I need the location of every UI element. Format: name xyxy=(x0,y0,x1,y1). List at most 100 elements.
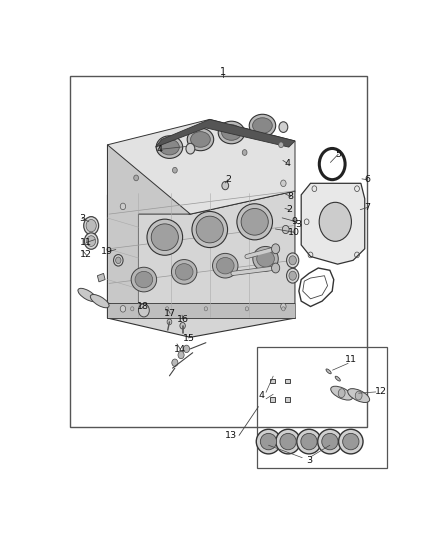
Circle shape xyxy=(113,255,123,266)
Bar xyxy=(70,76,367,427)
Ellipse shape xyxy=(159,139,179,155)
Ellipse shape xyxy=(326,369,331,374)
Circle shape xyxy=(87,236,95,246)
Text: 7: 7 xyxy=(364,203,370,212)
Bar xyxy=(270,397,275,402)
Circle shape xyxy=(172,359,178,366)
Circle shape xyxy=(120,305,126,312)
Ellipse shape xyxy=(280,433,296,450)
Circle shape xyxy=(86,220,96,232)
Circle shape xyxy=(283,225,289,233)
Ellipse shape xyxy=(191,132,210,147)
Circle shape xyxy=(180,322,185,329)
Text: 13: 13 xyxy=(225,431,237,440)
Polygon shape xyxy=(97,273,105,282)
Bar xyxy=(270,378,275,383)
Circle shape xyxy=(173,167,177,173)
Ellipse shape xyxy=(171,260,197,284)
Text: 12: 12 xyxy=(375,387,387,397)
Ellipse shape xyxy=(237,204,272,240)
Ellipse shape xyxy=(216,257,234,274)
Circle shape xyxy=(178,351,184,359)
Circle shape xyxy=(279,122,288,132)
Circle shape xyxy=(186,143,195,154)
Ellipse shape xyxy=(297,429,321,454)
Ellipse shape xyxy=(131,267,157,292)
Circle shape xyxy=(184,345,190,352)
Circle shape xyxy=(85,233,98,249)
Circle shape xyxy=(167,319,172,325)
Text: 17: 17 xyxy=(164,309,176,318)
Circle shape xyxy=(282,307,285,311)
Ellipse shape xyxy=(253,246,278,271)
Circle shape xyxy=(272,244,280,254)
Circle shape xyxy=(222,182,229,190)
Ellipse shape xyxy=(256,429,281,454)
Circle shape xyxy=(116,257,121,264)
Ellipse shape xyxy=(319,203,351,241)
Ellipse shape xyxy=(348,389,370,402)
Ellipse shape xyxy=(192,212,228,247)
Text: 2: 2 xyxy=(225,175,231,184)
Circle shape xyxy=(166,307,169,311)
Ellipse shape xyxy=(276,429,300,454)
Polygon shape xyxy=(155,119,295,147)
Circle shape xyxy=(281,180,286,187)
Circle shape xyxy=(289,271,297,280)
Circle shape xyxy=(289,256,297,265)
Ellipse shape xyxy=(260,433,277,450)
Circle shape xyxy=(286,253,299,268)
Ellipse shape xyxy=(212,253,238,278)
Text: 4: 4 xyxy=(157,145,163,154)
Text: 15: 15 xyxy=(183,334,195,343)
Ellipse shape xyxy=(339,429,363,454)
Ellipse shape xyxy=(241,208,268,235)
Text: 1: 1 xyxy=(220,67,226,77)
Ellipse shape xyxy=(301,433,317,450)
Text: 11: 11 xyxy=(80,238,92,247)
Ellipse shape xyxy=(175,264,193,280)
Text: 4: 4 xyxy=(259,391,265,400)
Text: 19: 19 xyxy=(101,247,113,256)
Circle shape xyxy=(134,175,138,181)
Ellipse shape xyxy=(196,216,223,243)
Polygon shape xyxy=(107,303,295,318)
Circle shape xyxy=(279,142,283,148)
Bar xyxy=(257,347,388,468)
Circle shape xyxy=(138,304,149,317)
Text: 3: 3 xyxy=(79,214,85,223)
Polygon shape xyxy=(107,191,295,337)
Ellipse shape xyxy=(338,389,345,398)
Circle shape xyxy=(245,307,249,311)
Ellipse shape xyxy=(218,121,245,144)
Circle shape xyxy=(84,216,99,235)
Ellipse shape xyxy=(355,391,362,400)
Ellipse shape xyxy=(318,429,342,454)
Bar xyxy=(286,397,290,402)
Ellipse shape xyxy=(187,128,214,151)
Ellipse shape xyxy=(335,376,340,381)
Text: 18: 18 xyxy=(137,302,149,311)
Circle shape xyxy=(204,307,208,311)
Text: 16: 16 xyxy=(177,314,189,324)
Circle shape xyxy=(120,203,126,209)
Text: 5: 5 xyxy=(335,150,341,159)
Text: 14: 14 xyxy=(174,345,186,354)
Ellipse shape xyxy=(151,224,178,251)
Circle shape xyxy=(272,263,280,273)
Ellipse shape xyxy=(331,386,353,400)
Text: 3: 3 xyxy=(295,220,301,229)
Ellipse shape xyxy=(222,125,241,140)
Text: 12: 12 xyxy=(80,251,92,259)
Circle shape xyxy=(281,303,286,310)
Text: 10: 10 xyxy=(288,228,300,237)
Polygon shape xyxy=(107,119,295,214)
Text: 6: 6 xyxy=(364,175,370,184)
Polygon shape xyxy=(301,183,365,264)
Ellipse shape xyxy=(322,433,338,450)
Ellipse shape xyxy=(156,136,183,158)
Circle shape xyxy=(242,150,247,156)
Text: 11: 11 xyxy=(345,355,357,364)
Circle shape xyxy=(286,268,299,283)
Bar xyxy=(286,378,290,383)
